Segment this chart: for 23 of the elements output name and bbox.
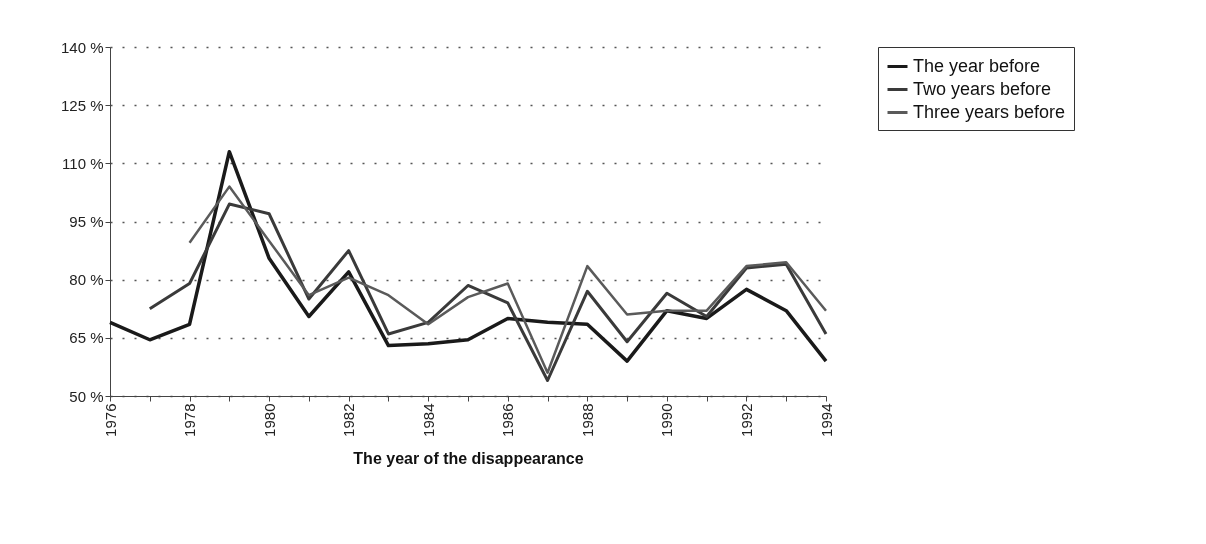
x-tick-label: 1984 (419, 403, 437, 437)
x-tick-label: 1990 (658, 403, 676, 437)
y-tick-label: 140 % (60, 38, 104, 56)
legend-label: Three years before (913, 101, 1066, 122)
x-tick-label: 1988 (578, 403, 596, 437)
legend-label: The year before (913, 55, 1041, 76)
y-tick-label: 125 % (60, 96, 104, 114)
x-tick-label: 1978 (181, 403, 199, 437)
line-series (108, 149, 828, 363)
x-tick-label: 1982 (340, 403, 358, 437)
y-tick-label: 65 % (69, 329, 104, 347)
y-tick-label: 80 % (69, 271, 104, 289)
y-tick-label: 95 % (69, 213, 104, 230)
legend-label: Two years before (913, 78, 1052, 99)
x-tick-label: 1980 (260, 403, 278, 437)
x-tick-label: 1976 (101, 403, 119, 437)
line-series (148, 202, 828, 382)
x-axis-title: The year of the disappearance (353, 449, 584, 467)
x-tick-label: 1986 (499, 403, 517, 437)
x-tick-label: 1994 (817, 403, 835, 437)
y-tick-label: 110 % (62, 154, 104, 172)
y-tick-label: 50 % (69, 387, 104, 405)
x-tick-label: 1992 (737, 403, 755, 437)
